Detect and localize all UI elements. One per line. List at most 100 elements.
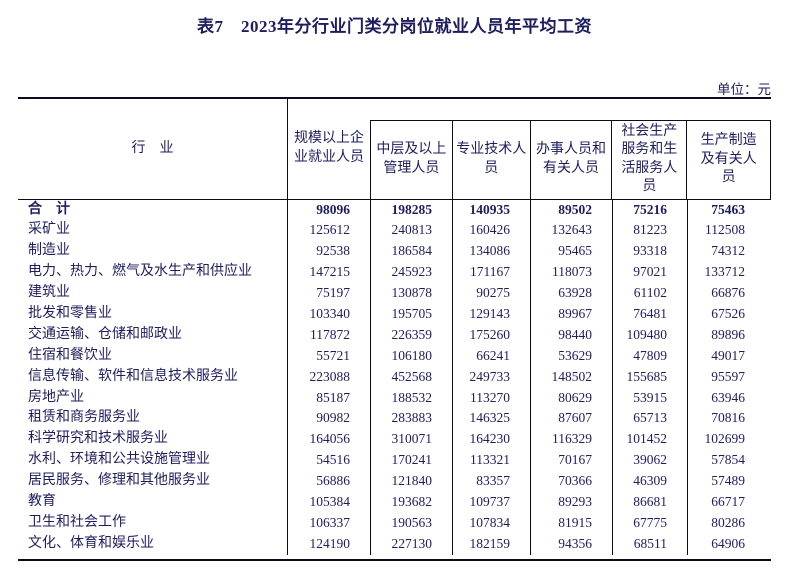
value-cell-clerical: 94356: [530, 533, 612, 555]
value-cell-employees: 164056: [287, 429, 370, 451]
value-cell-managers: 186584: [370, 241, 452, 263]
table-row: 租赁和商务服务业 90982 283883 146325 87607 65713…: [18, 408, 771, 430]
value-cell-production: 57854: [687, 450, 771, 472]
value-cell-employees: 125612: [287, 220, 370, 242]
value-cell-managers: 121840: [370, 471, 452, 492]
industry-name-cell: 住宿和餐饮业: [28, 347, 112, 363]
industry-name-cell: 交通运输、仓储和邮政业: [28, 326, 182, 342]
value-cell-clerical: 70366: [530, 471, 612, 492]
value-cell-clerical: 95465: [530, 241, 612, 263]
value-cell-technical: 66241: [452, 345, 530, 367]
industry-name-cell: 科学研究和技术服务业: [28, 431, 168, 447]
value-cell-service: 47809: [612, 345, 687, 367]
header-technical-personnel: 专业技术人 员: [451, 121, 530, 199]
table-row: 教育 105384 193682 109737 89293 86681 6671…: [18, 491, 771, 513]
value-cell-employees: 92538: [287, 241, 370, 263]
value-cell-employees: 85187: [287, 387, 370, 409]
value-cell-technical: 129143: [452, 303, 530, 325]
table-row: 信息传输、软件和信息技术服务业 223088 452568 249733 148…: [18, 366, 771, 388]
value-cell-production: 80286: [687, 512, 771, 534]
value-cell-technical: 249733: [452, 366, 530, 388]
table-row: 建筑业 75197 130878 90275 63928 61102 66876: [18, 283, 771, 304]
value-cell-service: 75216: [612, 199, 687, 221]
table-header: 行 业 规模以上企 业就业人员 中层及以上 管理人员 专业技术人 员 办事人员和…: [18, 99, 771, 200]
industry-name-cell: 水利、环境和公共设施管理业: [28, 452, 210, 468]
table-row: 制造业 92538 186584 134086 95465 93318 7431…: [18, 241, 771, 263]
industry-name-cell: 采矿业: [28, 222, 70, 238]
value-cell-service: 68511: [612, 533, 687, 555]
value-cell-production: 63946: [687, 387, 771, 409]
value-cell-managers: 106180: [370, 345, 452, 367]
industry-name-cell: 批发和零售业: [28, 305, 112, 321]
value-cell-employees: 124190: [287, 533, 370, 555]
table-row: 批发和零售业 103340 195705 129143 89967 76481 …: [18, 303, 771, 325]
value-cell-production: 64906: [687, 533, 771, 555]
industry-name-cell: 制造业: [28, 243, 70, 259]
value-cell-employees: 90982: [287, 408, 370, 430]
table-body: 合 计 98096 198285 140935 89502 75216 7546…: [18, 199, 771, 555]
industry-name-cell: 文化、体育和娱乐业: [28, 535, 154, 551]
value-cell-production: 66876: [687, 283, 771, 304]
industry-name-cell: 电力、热力、燃气及水生产和供应业: [28, 264, 252, 280]
value-cell-production: 66717: [687, 491, 771, 513]
industry-name-cell: 合 计: [28, 201, 70, 217]
value-cell-employees: 56886: [287, 471, 370, 492]
value-cell-employees: 106337: [287, 512, 370, 534]
value-cell-production: 74312: [687, 241, 771, 263]
industry-name-cell: 教育: [28, 493, 56, 509]
value-cell-managers: 245923: [370, 262, 452, 284]
value-cell-technical: 134086: [452, 241, 530, 263]
value-cell-technical: 164230: [452, 429, 530, 451]
industry-name-cell: 居民服务、修理和其他服务业: [28, 473, 210, 489]
value-cell-managers: 226359: [370, 324, 452, 346]
value-cell-clerical: 89293: [530, 491, 612, 513]
value-cell-employees: 117872: [287, 324, 370, 346]
header-industry: 行 业: [131, 140, 174, 156]
value-cell-managers: 188532: [370, 387, 452, 409]
value-cell-clerical: 89967: [530, 303, 612, 325]
table-row: 合 计 98096 198285 140935 89502 75216 7546…: [18, 199, 771, 221]
value-cell-employees: 98096: [287, 199, 370, 221]
table-row: 卫生和社会工作 106337 190563 107834 81915 67775…: [18, 512, 771, 534]
value-cell-technical: 90275: [452, 283, 530, 304]
value-cell-technical: 83357: [452, 471, 530, 492]
value-cell-service: 76481: [612, 303, 687, 325]
wage-table: 行 业 规模以上企 业就业人员 中层及以上 管理人员 专业技术人 员 办事人员和…: [18, 97, 771, 561]
value-cell-managers: 227130: [370, 533, 452, 555]
value-cell-production: 57489: [687, 471, 771, 492]
table-row: 交通运输、仓储和邮政业 117872 226359 175260 98440 1…: [18, 324, 771, 346]
value-cell-employees: 55721: [287, 345, 370, 367]
value-cell-managers: 130878: [370, 283, 452, 304]
value-cell-service: 46309: [612, 471, 687, 492]
value-cell-technical: 109737: [452, 491, 530, 513]
header-production-personnel: 生产制造 及有关人 员: [686, 121, 770, 199]
value-cell-production: 102699: [687, 429, 771, 451]
value-cell-managers: 198285: [370, 199, 452, 221]
value-cell-employees: 105384: [287, 491, 370, 513]
industry-name-cell: 租赁和商务服务业: [28, 410, 140, 426]
header-service-personnel: 社会生产 服务和生 活服务人 员: [611, 121, 686, 199]
industry-name-cell: 信息传输、软件和信息技术服务业: [28, 368, 238, 384]
value-cell-managers: 193682: [370, 491, 452, 513]
table-row: 房地产业 85187 188532 113270 80629 53915 639…: [18, 387, 771, 409]
table-row: 文化、体育和娱乐业 124190 227130 182159 94356 685…: [18, 533, 771, 555]
value-cell-technical: 175260: [452, 324, 530, 346]
industry-name-cell: 卫生和社会工作: [28, 514, 126, 530]
value-cell-technical: 182159: [452, 533, 530, 555]
value-cell-technical: 113321: [452, 450, 530, 472]
value-cell-technical: 140935: [452, 199, 530, 221]
value-cell-service: 109480: [612, 324, 687, 346]
value-cell-production: 70816: [687, 408, 771, 430]
value-cell-clerical: 80629: [530, 387, 612, 409]
value-cell-clerical: 81915: [530, 512, 612, 534]
header-managers: 中层及以上 管理人员: [370, 121, 452, 199]
value-cell-managers: 190563: [370, 512, 452, 534]
value-cell-service: 61102: [612, 283, 687, 304]
value-cell-service: 93318: [612, 241, 687, 263]
unit-label: 单位：元: [717, 82, 771, 97]
value-cell-production: 133712: [687, 262, 771, 284]
value-cell-production: 95597: [687, 366, 771, 388]
value-cell-service: 86681: [612, 491, 687, 513]
value-cell-technical: 113270: [452, 387, 530, 409]
